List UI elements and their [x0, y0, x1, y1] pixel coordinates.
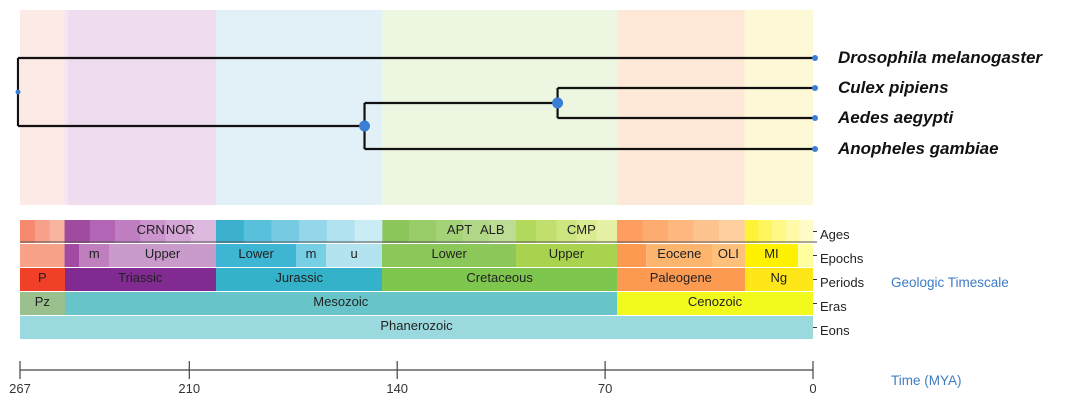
age-cell [409, 220, 437, 243]
epoch-cell: MI [744, 244, 799, 267]
age-label: CRN [136, 222, 165, 237]
tip-node [812, 55, 818, 61]
row-label-epochs: Epochs [820, 251, 864, 266]
epoch-cell [798, 244, 813, 267]
epoch-cell [64, 244, 80, 267]
age-cell [668, 220, 695, 243]
age-cell [140, 220, 167, 243]
tree-background-band [382, 10, 617, 205]
tip-node [812, 115, 818, 121]
row-label-eras: Eras [820, 299, 847, 314]
axis-title: Time (MYA) [891, 373, 962, 388]
age-cell [165, 220, 192, 243]
epoch-cell: Upper [515, 244, 617, 267]
epoch-cell: Lower [216, 244, 297, 267]
time-axis-tick-label: 210 [178, 381, 201, 396]
age-cell [758, 220, 773, 243]
row-label-eons: Eons [820, 323, 850, 338]
era-cell: Cenozoic [616, 292, 813, 315]
epoch-cell: m [79, 244, 110, 267]
row-label-periods: Periods [820, 275, 865, 290]
epoch-cell [20, 244, 65, 267]
age-cell [299, 220, 328, 243]
age-cell [382, 220, 410, 243]
divergence-node [552, 97, 564, 109]
species-label: Drosophila melanogaster [838, 48, 1043, 67]
age-cell [34, 220, 51, 243]
eon-cell: Phanerozoic [20, 316, 813, 339]
age-cell [462, 220, 490, 243]
age-label: CMP [566, 222, 596, 237]
period-cell: Ng [744, 268, 813, 291]
age-cell [243, 220, 273, 243]
species-label: Culex pipiens [838, 78, 949, 97]
age-cell [693, 220, 720, 243]
era-cell: Mesozoic [64, 292, 617, 315]
epoch-cell: OLI [712, 244, 745, 267]
time-axis-tick-label: 70 [597, 381, 613, 396]
age-cell [435, 220, 464, 243]
age-cell [49, 220, 66, 243]
age-cell [772, 220, 787, 243]
timescale-title: Geologic Timescale [891, 275, 1009, 290]
age-cell [744, 220, 759, 243]
age-cell [785, 220, 800, 243]
epoch-cell [616, 244, 647, 267]
age-cell [719, 220, 746, 243]
epoch-cell: m [296, 244, 326, 267]
era-cell: Pz [20, 292, 65, 315]
age-cell [536, 220, 557, 243]
age-cell [326, 220, 356, 243]
age-cell [799, 220, 814, 243]
tip-node [812, 85, 818, 91]
age-cell [556, 220, 578, 243]
epoch-cell: Upper [109, 244, 216, 267]
period-cell: Paleogene [616, 268, 745, 291]
divergence-node [359, 120, 371, 132]
age-cell [216, 220, 245, 243]
age-cell [642, 220, 669, 243]
species-label: Anopheles gambiae [838, 139, 999, 158]
time-axis-tick-label: 0 [809, 381, 817, 396]
period-cell: Jurassic [216, 268, 383, 291]
tree-background-band [616, 10, 745, 205]
age-cell [354, 220, 383, 243]
age-cell [616, 220, 644, 243]
age-cell [596, 220, 618, 243]
age-cell [20, 220, 36, 243]
age-label: ALB [479, 222, 505, 237]
period-cell: P [20, 268, 65, 291]
period-cell: Cretaceous [382, 268, 617, 291]
age-cell [489, 220, 517, 243]
age-cell [515, 220, 537, 243]
age-cell [576, 220, 598, 243]
root-node [15, 89, 21, 95]
tree-background-band [20, 10, 65, 205]
age-cell [115, 220, 141, 243]
row-label-ages: Ages [820, 227, 850, 242]
time-axis-tick-label: 267 [9, 381, 31, 396]
age-cell [64, 220, 91, 243]
time-axis-tick-label: 140 [386, 381, 409, 396]
age-cell [271, 220, 300, 243]
age-cell [190, 220, 217, 243]
tree-background-band [216, 10, 383, 205]
tree-background-band [64, 10, 217, 205]
age-cell [89, 220, 116, 243]
tree-background-band [744, 10, 813, 205]
tree-background-band [20, 10, 68, 205]
species-label: Aedes aegypti [838, 108, 954, 127]
age-label: NOR [165, 222, 195, 237]
period-cell: Triassic [64, 268, 217, 291]
tip-node [812, 146, 818, 152]
epoch-cell: Lower [382, 244, 516, 267]
age-label: APT [446, 222, 473, 237]
epoch-cell: Eocene [646, 244, 712, 267]
epoch-cell: u [325, 244, 383, 267]
